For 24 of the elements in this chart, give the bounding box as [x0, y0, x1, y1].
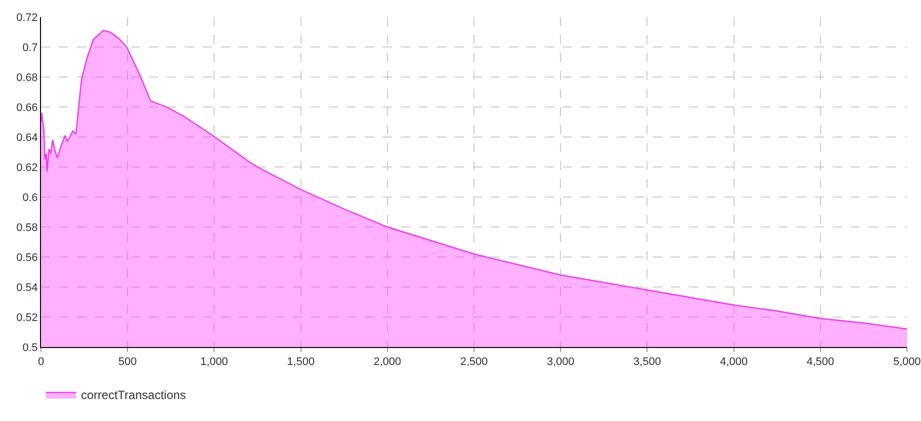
y-tick-label: 0.58: [16, 222, 38, 234]
y-tick-label: 0.5: [22, 342, 38, 354]
x-tick-label: 4,000: [720, 356, 748, 368]
y-tick-label: 0.72: [16, 12, 38, 24]
legend-label: correctTransactions: [81, 388, 186, 402]
y-tick-label: 0.66: [16, 102, 38, 114]
y-tick-label: 0.6: [22, 192, 38, 204]
x-tick-label: 1,000: [200, 356, 228, 368]
x-tick-label: 2,000: [374, 356, 402, 368]
x-tick-label: 5,000: [893, 356, 921, 368]
y-tick-label: 0.52: [16, 312, 38, 324]
y-tick-label: 0.56: [16, 252, 38, 264]
y-tick-label: 0.62: [16, 162, 38, 174]
x-tick-label: 1,500: [287, 356, 315, 368]
y-tick-label: 0.54: [16, 282, 38, 294]
x-tick-label: 2,500: [460, 356, 488, 368]
x-tick-label: 4,500: [806, 356, 834, 368]
x-tick-label: 0: [38, 356, 44, 368]
y-tick-label: 0.68: [16, 72, 38, 84]
x-tick-label: 500: [118, 356, 137, 368]
y-tick-label: 0.64: [16, 132, 38, 144]
x-tick-label: 3,000: [546, 356, 574, 368]
x-tick-label: 3,500: [633, 356, 661, 368]
y-tick-label: 0.7: [22, 42, 38, 54]
